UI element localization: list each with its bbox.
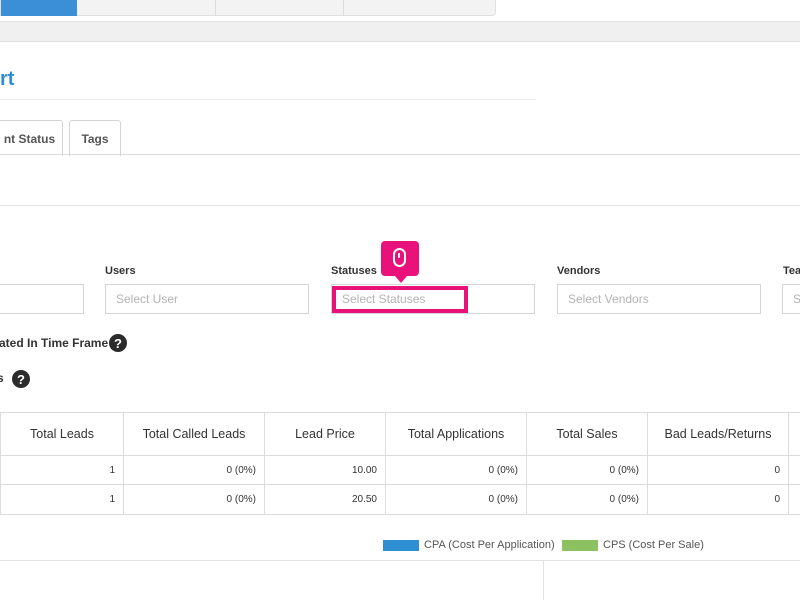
teams-select[interactable]: S — [782, 284, 800, 314]
cell-lead-price: 10.00 — [264, 456, 385, 484]
cell-overflow — [788, 456, 800, 484]
cell-lead-price: 20.50 — [264, 485, 385, 514]
cell-total-applications: 0 (0%) — [385, 456, 526, 484]
question-circle-icon[interactable]: ? — [12, 370, 30, 388]
table-row: 1 0 (0%) 10.00 0 (0%) 0 (0%) 0 — [0, 456, 800, 485]
users-label: Users — [105, 265, 136, 277]
top-tab-separator — [343, 0, 344, 16]
header-bad-leads-returns[interactable]: Bad Leads/Returns — [647, 413, 788, 455]
cursor-bubble — [381, 241, 419, 283]
header-total-applications[interactable]: Total Applications — [385, 413, 526, 455]
tabs-underline — [0, 154, 800, 155]
cell-total-leads: 1 — [0, 456, 123, 484]
cell-overflow — [788, 485, 800, 514]
title-divider — [0, 99, 536, 100]
top-tab-separator — [215, 0, 216, 16]
legend-swatch-cpa — [383, 540, 419, 551]
created-in-time-frame-label: ated In Time Frame — [0, 336, 109, 350]
cell-total-sales: 0 (0%) — [526, 485, 647, 514]
header-lead-price[interactable]: Lead Price — [264, 413, 385, 455]
cell-total-called-leads: 0 (0%) — [123, 456, 264, 484]
chart-area-divider — [543, 561, 544, 600]
top-tab-bar — [0, 0, 800, 22]
legend-label-cps: CPS (Cost Per Sale) — [603, 539, 704, 551]
header-total-called-leads[interactable]: Total Called Leads — [123, 413, 264, 455]
legend-label-cpa: CPA (Cost Per Application) — [424, 539, 555, 551]
header-total-leads[interactable]: Total Leads — [0, 413, 123, 455]
top-tabs — [0, 0, 496, 16]
teams-label: Tea — [783, 265, 800, 277]
cell-total-leads: 1 — [0, 485, 123, 514]
stats-table: Total Leads Total Called Leads Lead Pric… — [0, 412, 800, 515]
filter-input-left[interactable] — [0, 284, 84, 314]
cell-total-applications: 0 (0%) — [385, 485, 526, 514]
header-strip — [0, 22, 800, 42]
table-header-row: Total Leads Total Called Leads Lead Pric… — [0, 413, 800, 456]
users-select[interactable]: Select User — [105, 284, 309, 314]
legend-swatch-cps — [562, 540, 598, 551]
click-highlight — [332, 286, 468, 313]
header-cell-overflow — [788, 413, 800, 455]
cell-total-called-leads: 0 (0%) — [123, 485, 264, 514]
tab-agent-status[interactable]: nt Status — [0, 120, 63, 156]
header-total-sales[interactable]: Total Sales — [526, 413, 647, 455]
tab-tags[interactable]: Tags — [69, 120, 121, 156]
section-divider — [0, 205, 800, 206]
top-tab-active[interactable] — [1, 0, 77, 16]
vendors-select[interactable]: Select Vendors — [557, 284, 761, 314]
cell-total-sales: 0 (0%) — [526, 456, 647, 484]
cell-bad-leads-returns: 0 — [647, 456, 788, 484]
statuses-label: Statuses — [331, 265, 377, 277]
table-row: 1 0 (0%) 20.50 0 (0%) 0 (0%) 0 — [0, 485, 800, 515]
chart-area-top-border — [0, 560, 800, 561]
question-circle-icon[interactable]: ? — [109, 334, 127, 352]
option-label: s — [0, 371, 4, 385]
page-title: rt — [0, 68, 15, 90]
cell-bad-leads-returns: 0 — [647, 485, 788, 514]
mouse-icon — [393, 248, 406, 267]
vendors-label: Vendors — [557, 265, 601, 277]
